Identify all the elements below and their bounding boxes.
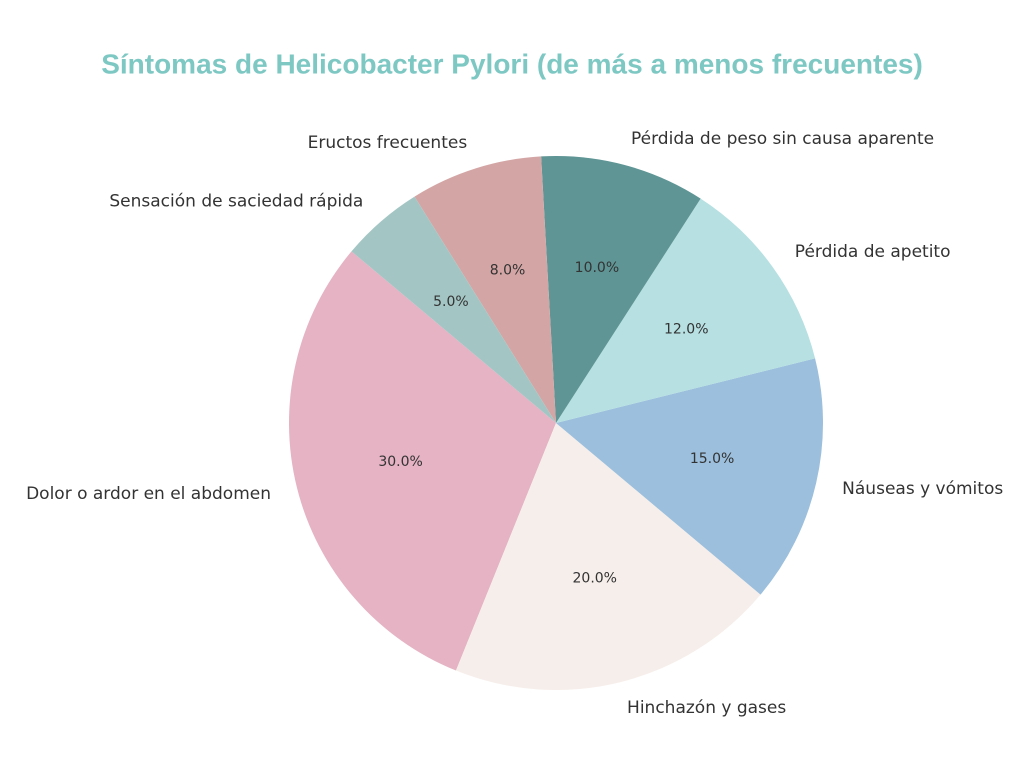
slice-label: Dolor o ardor en el abdomen: [26, 484, 271, 504]
pie-slice: [351, 196, 556, 423]
pie-slice: [556, 198, 816, 423]
pie-slice: [455, 423, 761, 690]
slice-value-label: 20.0%: [573, 570, 617, 586]
chart-title: Síntomas de Helicobacter Pylori (de más …: [101, 48, 923, 79]
slice-value-label: 5.0%: [433, 294, 469, 310]
slice-label: Hinchazón y gases: [627, 698, 786, 718]
pie-slice: [288, 251, 556, 671]
slice-value-label: 30.0%: [378, 454, 422, 470]
slice-label: Pérdida de apetito: [795, 242, 951, 262]
pie-slice: [556, 358, 823, 595]
slice-label: Pérdida de peso sin causa aparente: [631, 129, 934, 149]
slice-value-label: 12.0%: [664, 322, 708, 338]
slice-label: Eructos frecuentes: [308, 133, 468, 153]
slice-value-label: 8.0%: [490, 262, 526, 278]
slice-value-label: 10.0%: [575, 260, 619, 276]
pie-slice: [414, 156, 556, 423]
slice-label: Náuseas y vómitos: [842, 479, 1003, 499]
slice-label: Sensación de saciedad rápida: [109, 191, 363, 211]
slice-value-label: 15.0%: [690, 451, 734, 467]
pie-slice: [541, 156, 701, 424]
